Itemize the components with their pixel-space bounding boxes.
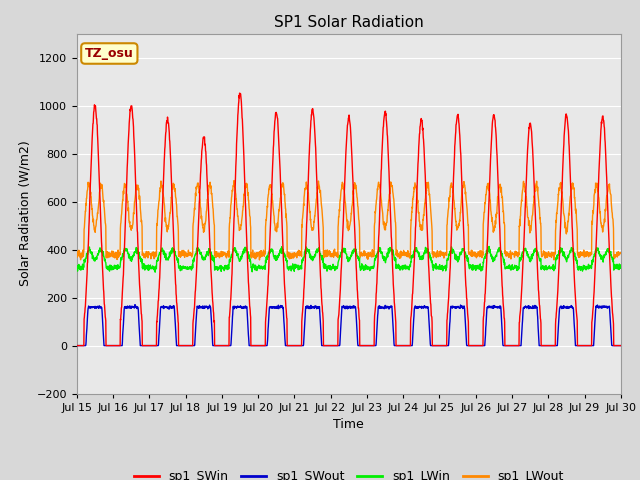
Legend: sp1_SWin, sp1_SWout, sp1_LWin, sp1_LWout: sp1_SWin, sp1_SWout, sp1_LWin, sp1_LWout [129, 465, 569, 480]
Text: TZ_osu: TZ_osu [85, 47, 134, 60]
Title: SP1 Solar Radiation: SP1 Solar Radiation [274, 15, 424, 30]
Y-axis label: Solar Radiation (W/m2): Solar Radiation (W/m2) [18, 141, 31, 287]
X-axis label: Time: Time [333, 418, 364, 431]
